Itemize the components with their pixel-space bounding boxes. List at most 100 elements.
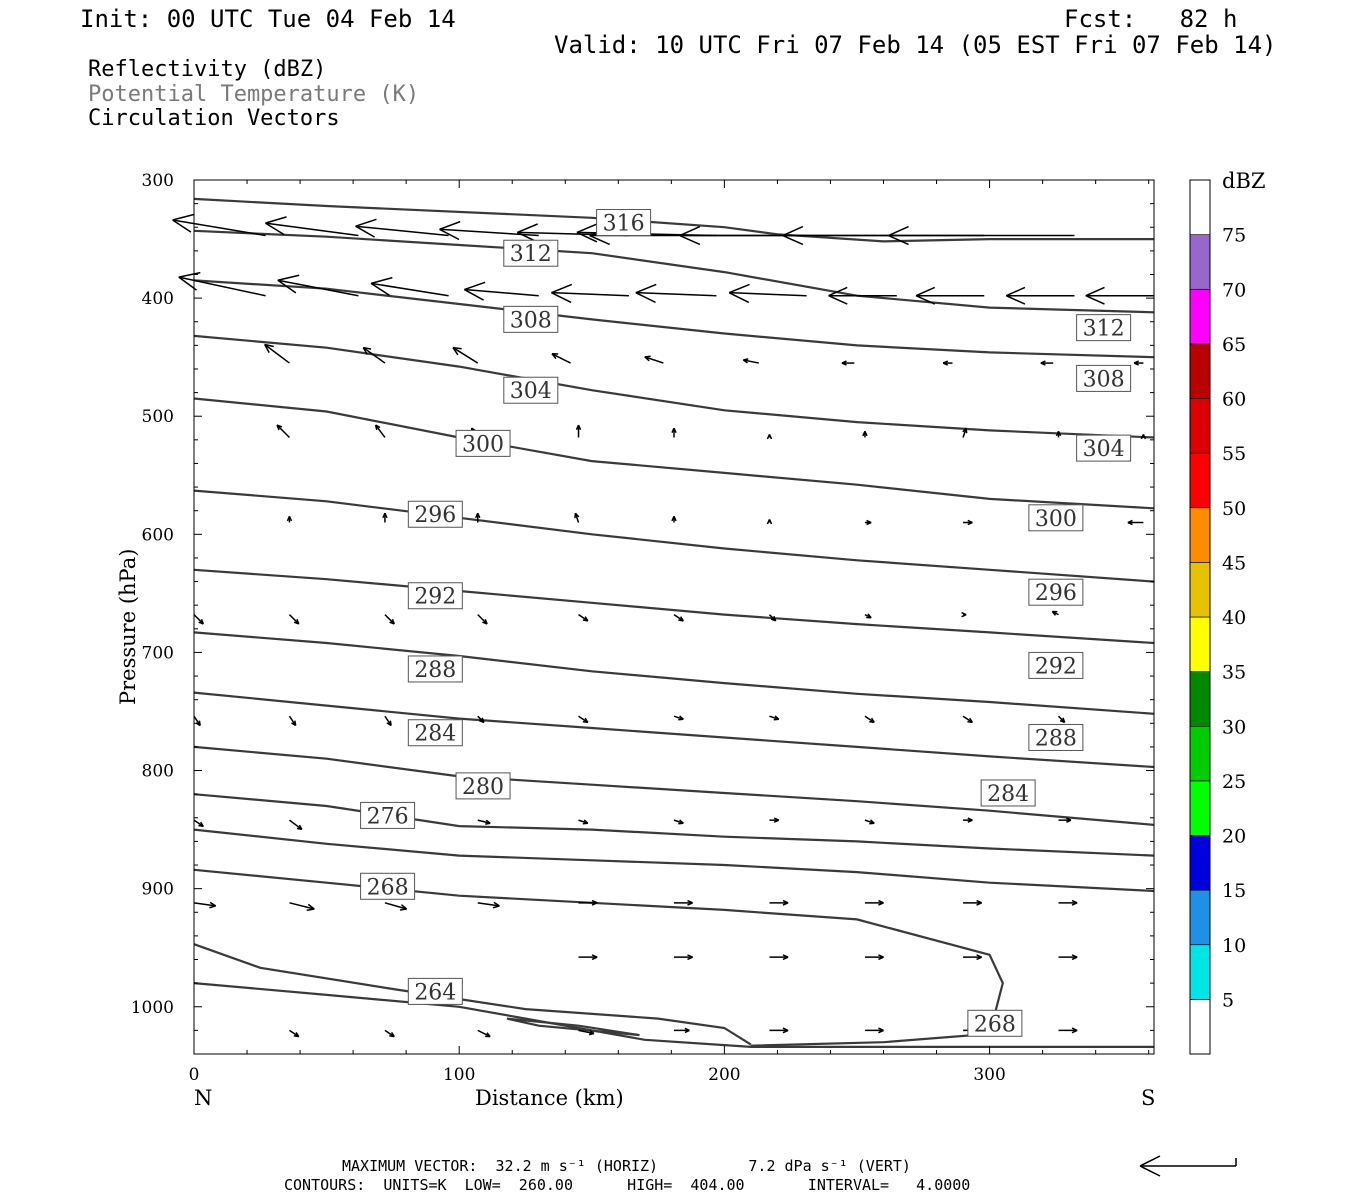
vector-arrowhead — [452, 347, 459, 356]
vector-arrowhead — [209, 905, 216, 909]
contour-line-284 — [193, 691, 1155, 769]
colorbar-label-55: 55 — [1222, 443, 1246, 465]
vector-arrowhead — [1071, 956, 1078, 961]
vector-arrowhead — [307, 903, 315, 910]
vector-arrowhead — [728, 283, 750, 294]
contour-label-296: 296 — [1035, 581, 1077, 606]
contour-label-box — [1076, 314, 1132, 342]
vector-arrow — [962, 715, 973, 724]
contour-label-304: 304 — [510, 379, 552, 404]
colorbar-bin-5 — [1189, 944, 1211, 1000]
colorbar-bin-70 — [1189, 234, 1211, 290]
vector-arrow — [477, 902, 500, 907]
vector-arrowhead — [841, 360, 847, 364]
vector-arrowhead — [384, 512, 388, 519]
contour-label-box — [455, 772, 511, 800]
vector-arrow — [384, 715, 392, 726]
contour-label-box — [503, 239, 559, 267]
vector-arrowhead — [1059, 719, 1065, 724]
colorbar-bin-30 — [1189, 671, 1211, 727]
x-tick-label: 200 — [708, 1065, 740, 1085]
field-label-reflectivity: Reflectivity (dBZ) — [88, 57, 327, 82]
vector-arrow — [578, 715, 589, 724]
vector-arrow — [289, 1029, 300, 1038]
vector-arrowhead — [678, 619, 684, 622]
vector-arrow — [288, 715, 297, 726]
vector-arrow — [289, 819, 303, 831]
contour-label-box — [360, 801, 416, 829]
vector-arrowhead — [517, 223, 538, 234]
vector-arrowhead — [439, 220, 461, 231]
vector-arrowhead — [452, 346, 462, 350]
vector-arrowhead — [782, 225, 804, 237]
vector-arrowhead — [209, 901, 217, 907]
contour-label-264: 264 — [414, 980, 456, 1005]
x-tick-label: 300 — [973, 1065, 1005, 1085]
vector-arrow — [464, 288, 539, 297]
contour-label-288: 288 — [1035, 726, 1077, 751]
vector-arrowhead — [477, 512, 481, 519]
colorbar-label-50: 50 — [1222, 498, 1246, 520]
vector-arrow — [635, 291, 717, 297]
vector-arrow — [551, 291, 629, 297]
vector-arrow — [277, 279, 359, 297]
contour-label-276: 276 — [367, 804, 409, 829]
contour-label-284: 284 — [414, 722, 456, 747]
contour-line-276 — [193, 793, 1155, 857]
vector-arrowhead — [370, 282, 390, 297]
vector-arrowhead — [1085, 295, 1105, 305]
vector-arrowhead — [1005, 286, 1026, 297]
x-axis-label: Distance (km) — [475, 1086, 624, 1110]
vector-arrowhead — [743, 358, 749, 361]
vector-arrow — [477, 819, 491, 824]
vector-arrowhead — [976, 956, 982, 961]
vector-arrowhead — [591, 956, 598, 961]
contour-line-308 — [193, 279, 1155, 359]
colorbar-bin-10 — [1189, 889, 1211, 946]
colorbar-bin-40 — [1189, 562, 1211, 618]
vector-arrowhead — [878, 1029, 884, 1034]
vector-arrowhead — [551, 283, 573, 294]
y-tick-label: 1000 — [131, 998, 174, 1018]
vector-arrowhead — [866, 521, 872, 526]
vector-arrowhead — [1057, 430, 1062, 437]
vector-arrowhead — [782, 1029, 789, 1034]
vector-arrowhead — [1133, 360, 1139, 364]
contour-label-box — [1028, 504, 1084, 532]
contour-label-268: 268 — [974, 1012, 1016, 1037]
vector-arrowhead — [389, 1035, 395, 1038]
vector-arrowhead — [439, 228, 460, 241]
vector-arrowhead — [386, 722, 392, 727]
contour-label-box — [503, 305, 559, 333]
colorbar-label-20: 20 — [1222, 826, 1246, 848]
contour-label-312: 312 — [510, 242, 552, 267]
vector-arrowhead — [915, 295, 936, 305]
contour-label-box — [967, 1009, 1023, 1037]
contour-line-292 — [193, 568, 1155, 645]
vector-arrow — [375, 424, 386, 438]
vector-arrowhead — [288, 516, 293, 522]
contour-label-box — [1076, 364, 1132, 392]
vector-arrowhead — [888, 225, 909, 237]
vector-arrow — [452, 346, 479, 364]
max-vector-note: MAXIMUM VECTOR: 32.2 m s⁻¹ (HORIZ) 7.2 d… — [342, 1157, 911, 1175]
field-label-theta: Potential Temperature (K) — [88, 82, 420, 107]
contour-label-box — [1076, 434, 1132, 462]
vector-arrowhead — [399, 908, 407, 911]
vector-arrowhead — [768, 519, 773, 525]
vector-arrow — [276, 424, 290, 439]
colorbar-bin-55 — [1189, 398, 1211, 454]
vector-arrowhead — [782, 902, 789, 906]
vector-arrowhead — [265, 222, 285, 236]
vector-arrowhead — [264, 344, 270, 353]
vector-arrowhead — [551, 291, 572, 304]
colorbar-label-40: 40 — [1222, 607, 1246, 629]
vector-arrowhead — [306, 908, 315, 912]
vector-arrowhead — [264, 343, 274, 348]
vector-arrowhead — [1085, 286, 1105, 297]
contour-label-box — [407, 500, 463, 528]
contour-label-box — [503, 376, 559, 404]
colorbar-label-35: 35 — [1222, 662, 1246, 684]
vector-arrowhead — [1071, 1029, 1078, 1034]
contour-line-300 — [193, 397, 1155, 510]
